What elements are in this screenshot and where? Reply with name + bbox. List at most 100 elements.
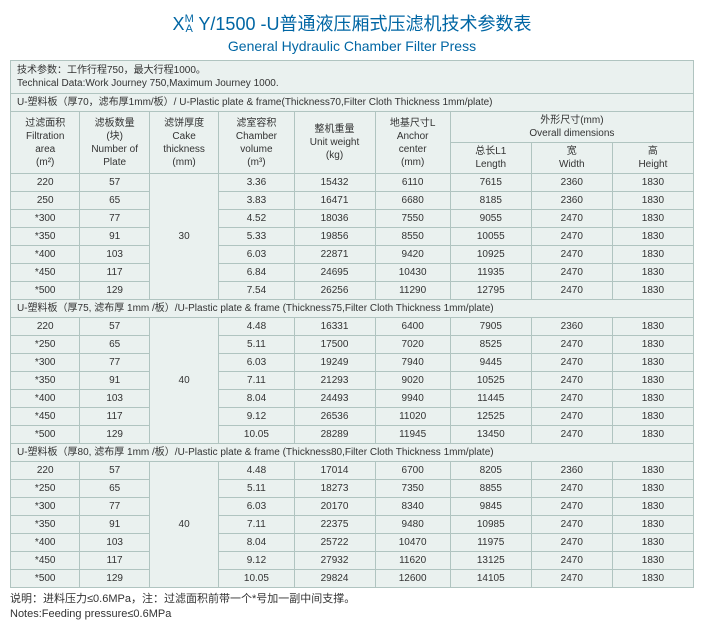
section-80: U-塑料板（厚80, 滤布厚 1mm /板）/U-Plastic plate &…: [11, 444, 694, 462]
cell-len: 14105: [450, 570, 531, 588]
hdr-wid: 宽Width: [531, 143, 612, 174]
cell-anchor: 6400: [375, 318, 450, 336]
cell-len: 9845: [450, 498, 531, 516]
cell-hei: 1830: [612, 336, 693, 354]
cell-len: 11445: [450, 390, 531, 408]
cell-area: *300: [11, 354, 80, 372]
cell-plates: 57: [80, 462, 149, 480]
cell-len: 9055: [450, 210, 531, 228]
cell-hei: 1830: [612, 318, 693, 336]
cell-area: *500: [11, 426, 80, 444]
cell-hei: 1830: [612, 192, 693, 210]
hdr-cake: 滤饼厚度Cakethickness(mm): [149, 112, 218, 174]
cell-weight: 15432: [294, 174, 375, 192]
cell-hei: 1830: [612, 552, 693, 570]
cell-area: *400: [11, 390, 80, 408]
cell-len: 8855: [450, 480, 531, 498]
cell-len: 13125: [450, 552, 531, 570]
cell-area: *500: [11, 282, 80, 300]
cell-area: *300: [11, 498, 80, 516]
cell-hei: 1830: [612, 570, 693, 588]
cell-anchor: 9020: [375, 372, 450, 390]
cell-plates: 57: [80, 174, 149, 192]
hdr-hei: 高Height: [612, 143, 693, 174]
cell-len: 12795: [450, 282, 531, 300]
cell-hei: 1830: [612, 210, 693, 228]
cell-area: 220: [11, 174, 80, 192]
cell-vol: 5.11: [219, 336, 294, 354]
cell-area: *250: [11, 336, 80, 354]
cell-weight: 24493: [294, 390, 375, 408]
cell-plates: 77: [80, 498, 149, 516]
cell-plates: 65: [80, 336, 149, 354]
cell-area: *350: [11, 372, 80, 390]
hdr-dims: 外形尺寸(mm)Overall dimensions: [450, 112, 693, 143]
cell-vol: 5.33: [219, 228, 294, 246]
cell-plates: 129: [80, 426, 149, 444]
cell-wid: 2470: [531, 552, 612, 570]
cell-plates: 129: [80, 282, 149, 300]
cell-wid: 2470: [531, 480, 612, 498]
cell-plates: 117: [80, 408, 149, 426]
cell-hei: 1830: [612, 174, 693, 192]
cell-anchor: 7020: [375, 336, 450, 354]
cell-wid: 2470: [531, 264, 612, 282]
cell-weight: 19856: [294, 228, 375, 246]
cell-len: 7615: [450, 174, 531, 192]
cell-wid: 2470: [531, 390, 612, 408]
cell-vol: 10.05: [219, 426, 294, 444]
subtitle: General Hydraulic Chamber Filter Press: [10, 38, 694, 54]
cell-anchor: 7350: [375, 480, 450, 498]
cell-len: 10055: [450, 228, 531, 246]
cell-weight: 22375: [294, 516, 375, 534]
cell-hei: 1830: [612, 354, 693, 372]
spec-table: 技术参数：工作行程750，最大行程1000。Technical Data:Wor…: [10, 60, 694, 588]
cell-anchor: 7550: [375, 210, 450, 228]
cell-plates: 91: [80, 516, 149, 534]
cell-weight: 18273: [294, 480, 375, 498]
cell-weight: 16331: [294, 318, 375, 336]
cell-plates: 65: [80, 192, 149, 210]
title: XMA Y/1500 -U普通液压厢式压滤机技术参数表: [10, 10, 694, 36]
cell-plates: 77: [80, 354, 149, 372]
cell-anchor: 11020: [375, 408, 450, 426]
cell-hei: 1830: [612, 498, 693, 516]
cell-wid: 2470: [531, 408, 612, 426]
cell-len: 10925: [450, 246, 531, 264]
cell-anchor: 6700: [375, 462, 450, 480]
cell-area: *500: [11, 570, 80, 588]
cell-wid: 2470: [531, 210, 612, 228]
cell-area: *450: [11, 552, 80, 570]
cell-wid: 2360: [531, 174, 612, 192]
cell-anchor: 9480: [375, 516, 450, 534]
cell-weight: 28289: [294, 426, 375, 444]
cell-hei: 1830: [612, 408, 693, 426]
cell-cake: 40: [149, 462, 218, 588]
cell-area: 220: [11, 462, 80, 480]
cell-vol: 6.84: [219, 264, 294, 282]
cell-weight: 22871: [294, 246, 375, 264]
cell-area: *350: [11, 516, 80, 534]
cell-anchor: 11620: [375, 552, 450, 570]
cell-wid: 2360: [531, 462, 612, 480]
cell-anchor: 11945: [375, 426, 450, 444]
cell-len: 10525: [450, 372, 531, 390]
cell-vol: 3.36: [219, 174, 294, 192]
cell-vol: 4.48: [219, 462, 294, 480]
cell-wid: 2360: [531, 192, 612, 210]
cell-hei: 1830: [612, 372, 693, 390]
cell-anchor: 12600: [375, 570, 450, 588]
cell-vol: 9.12: [219, 552, 294, 570]
cell-wid: 2470: [531, 372, 612, 390]
cell-plates: 129: [80, 570, 149, 588]
cell-plates: 65: [80, 480, 149, 498]
cell-area: *350: [11, 228, 80, 246]
cell-vol: 6.03: [219, 246, 294, 264]
cell-wid: 2470: [531, 336, 612, 354]
cell-weight: 29824: [294, 570, 375, 588]
cell-vol: 3.83: [219, 192, 294, 210]
title-stack: MA: [185, 14, 194, 34]
cell-hei: 1830: [612, 426, 693, 444]
cell-len: 8205: [450, 462, 531, 480]
cell-vol: 6.03: [219, 354, 294, 372]
